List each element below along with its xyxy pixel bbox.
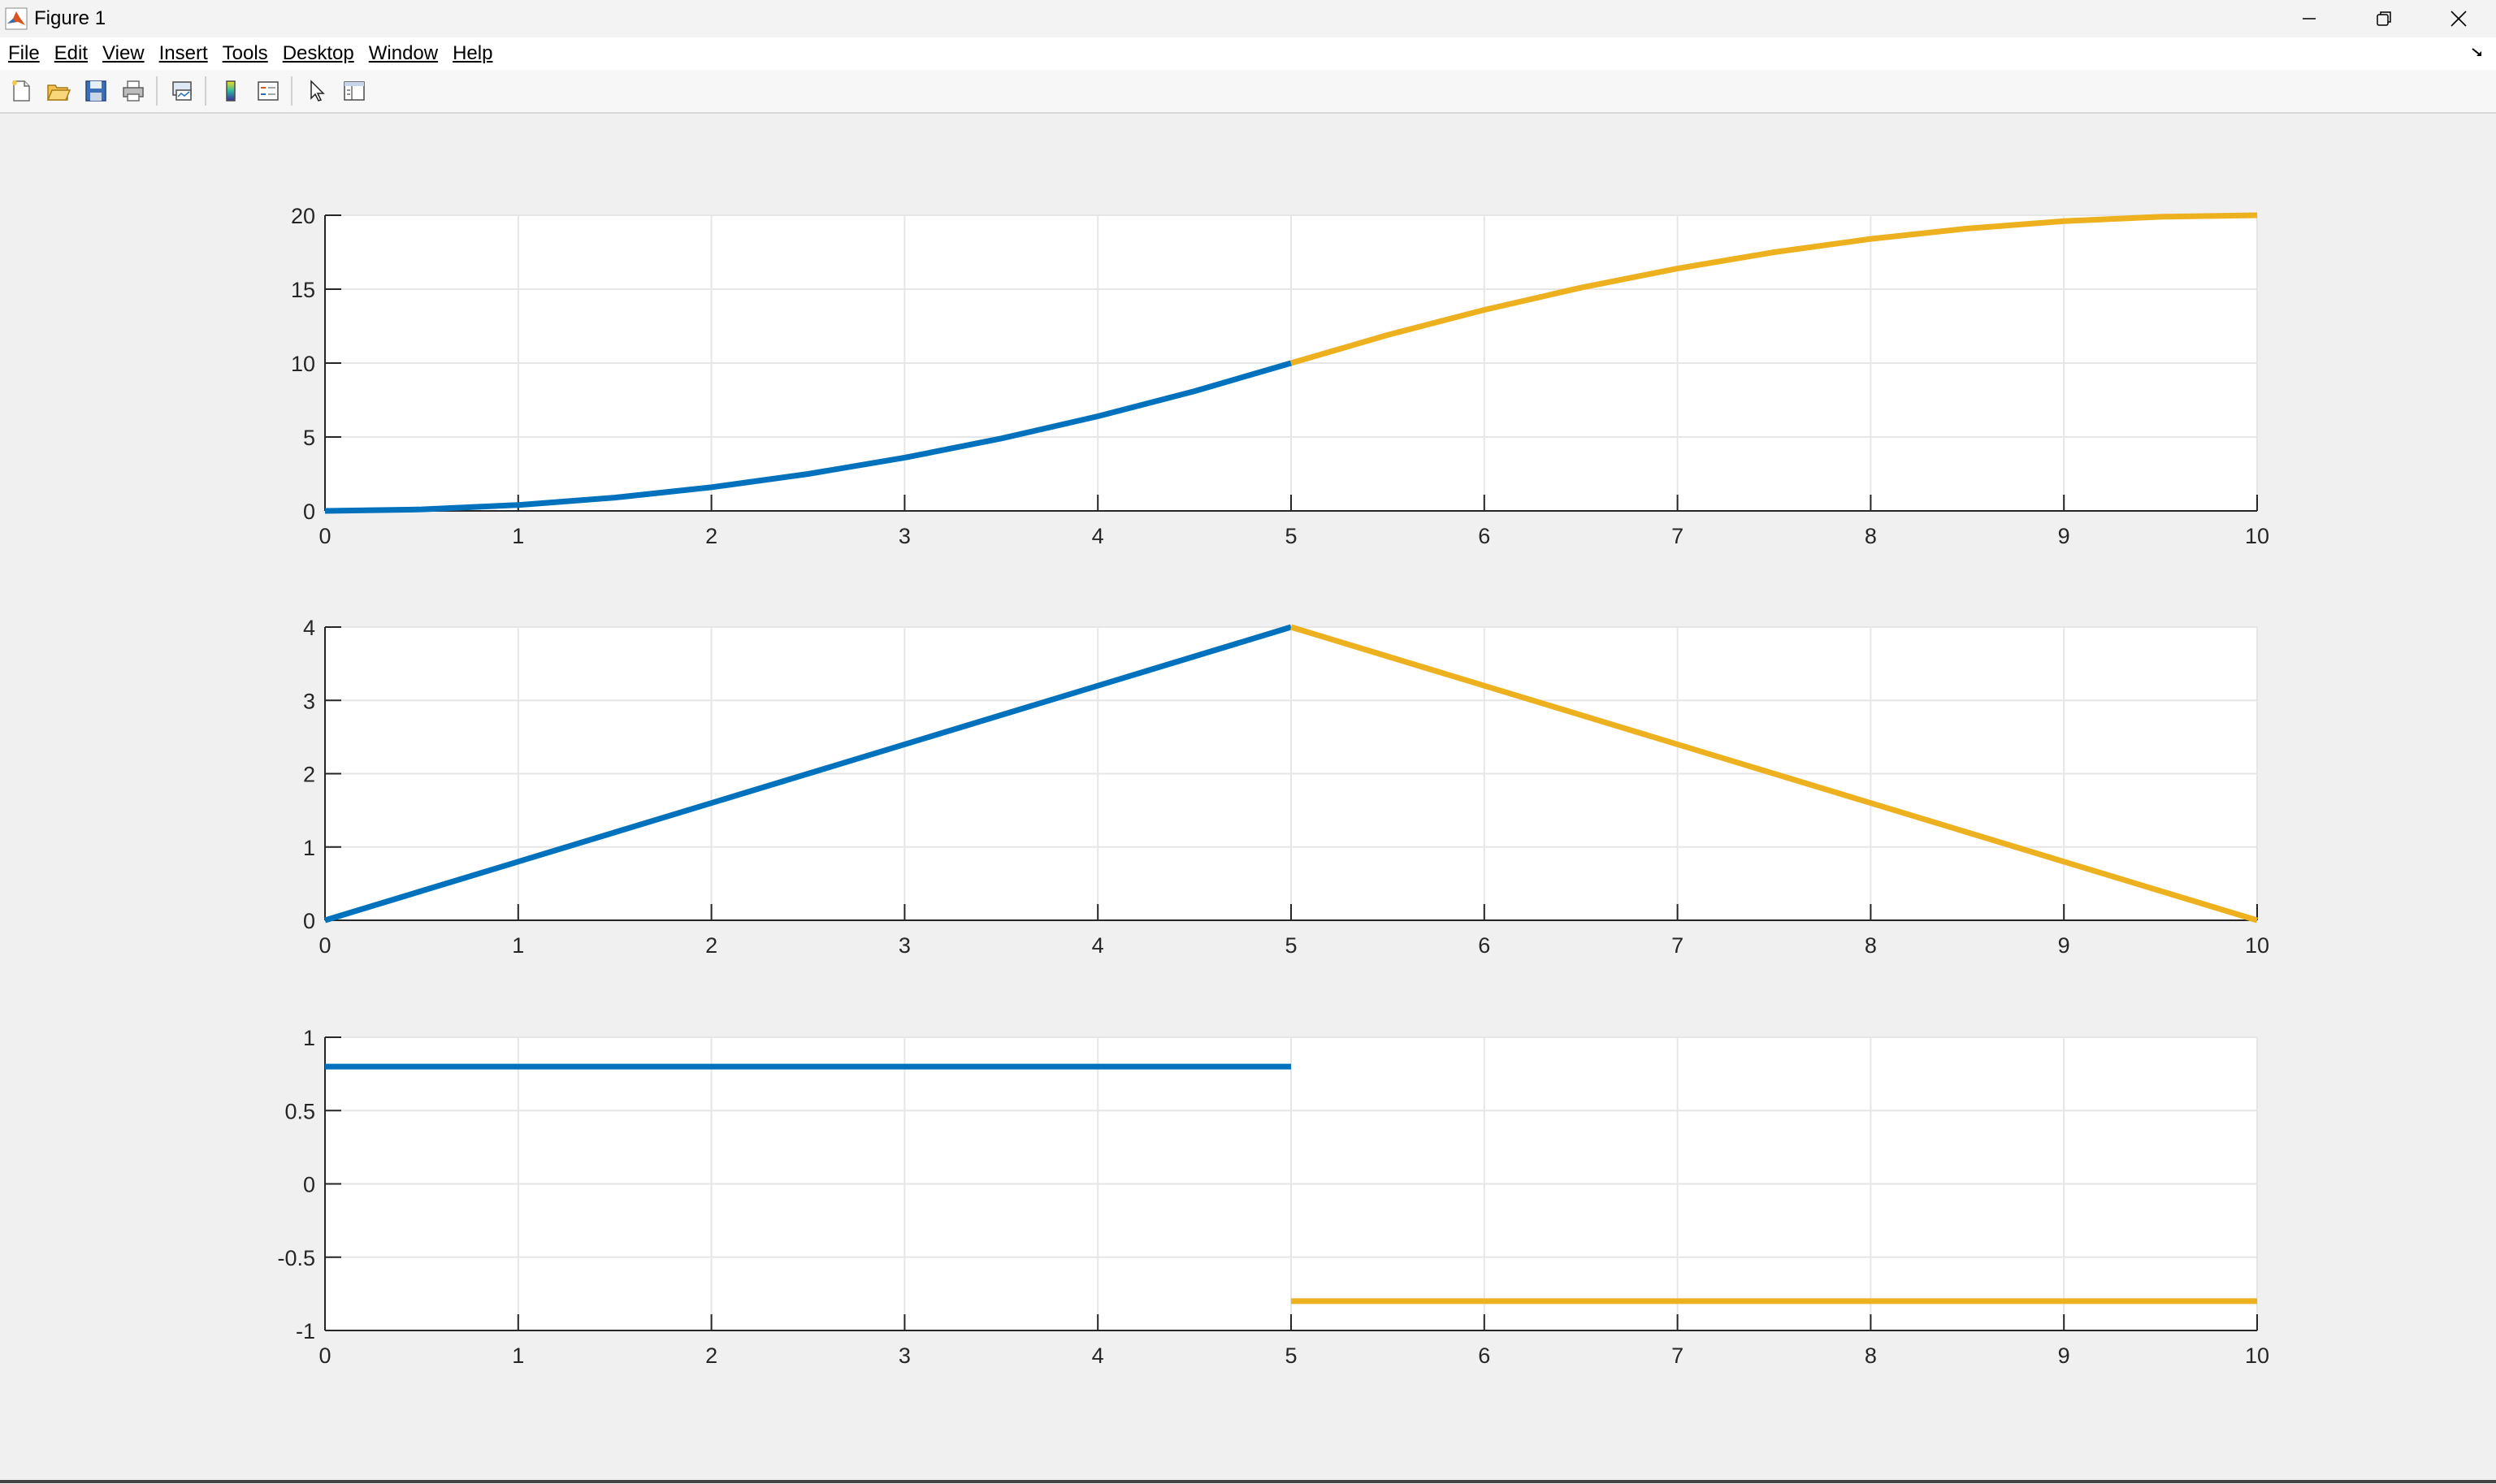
minimize-icon — [2303, 18, 2316, 19]
x-tick-label: 1 — [512, 1343, 524, 1368]
x-tick-label: 1 — [512, 933, 524, 958]
save-button[interactable] — [80, 75, 112, 107]
edit-plot-icon — [310, 80, 325, 102]
new-figure-icon — [12, 80, 30, 102]
y-tick-label: -1 — [296, 1319, 315, 1343]
menu-file[interactable]: File — [8, 42, 40, 64]
new-figure-button[interactable] — [5, 75, 37, 107]
x-tick-label: 7 — [1671, 933, 1684, 958]
menu-insert[interactable]: Insert — [158, 42, 208, 64]
x-tick-label: 2 — [705, 1343, 717, 1368]
x-tick-label: 3 — [899, 524, 911, 548]
y-tick-label: 4 — [303, 616, 315, 640]
x-tick-label: 0 — [318, 1343, 331, 1368]
series-1-line — [324, 360, 1292, 514]
x-tick-label: 9 — [2058, 933, 2070, 958]
y-tick-label: 10 — [291, 352, 315, 376]
y-tick-label: -0.5 — [277, 1246, 315, 1270]
close-icon — [2450, 11, 2467, 27]
link-figure-button[interactable] — [166, 75, 198, 107]
toolbar-separator — [156, 76, 158, 106]
restore-icon — [2377, 11, 2391, 26]
figure-canvas[interactable]: 0 1 2 3 4 5 6 7 8 9 10 0 5 10 15 20 0 1 2 3 4 5 6 7 8 9 10 0 1 2 3 4 0 1 2… — [0, 114, 2496, 1480]
x-tick-label: 7 — [1671, 1343, 1684, 1368]
y-tick-label: 0 — [303, 909, 315, 933]
x-tick-label: 2 — [705, 933, 717, 958]
series-2-line — [1289, 624, 2259, 924]
edit-plot-button[interactable] — [301, 75, 333, 107]
window-controls — [2272, 0, 2496, 37]
y-tick-label: 15 — [291, 278, 315, 302]
y-tick-label: 2 — [303, 763, 315, 787]
menu-help[interactable]: Help — [453, 42, 493, 64]
insert-legend-icon — [258, 81, 279, 101]
x-tick-label: 10 — [2245, 524, 2269, 548]
y-tick-label: 1 — [303, 1026, 315, 1050]
menu-window[interactable]: Window — [368, 42, 439, 64]
link-figure-icon — [172, 81, 192, 101]
x-tick-label: 9 — [2058, 524, 2070, 548]
toolbar-separator — [291, 76, 292, 106]
series-1-line — [323, 624, 1293, 924]
x-tick-label: 6 — [1478, 524, 1490, 548]
y-tick-label: 3 — [303, 689, 315, 713]
y-tick-label: 0 — [303, 1173, 315, 1197]
window-bottom-edge — [0, 1480, 2496, 1483]
x-tick-label: 6 — [1478, 933, 1490, 958]
x-tick-label: 5 — [1285, 524, 1297, 548]
x-tick-label: 6 — [1478, 1343, 1490, 1368]
figure-toolbar — [0, 70, 2496, 114]
x-tick-label: 4 — [1092, 933, 1104, 958]
insert-colorbar-icon — [226, 80, 236, 102]
x-tick-label: 7 — [1671, 524, 1684, 548]
x-tick-label: 4 — [1092, 1343, 1104, 1368]
y-tick-label: 0 — [303, 500, 315, 524]
y-tick-label: 0.5 — [284, 1099, 315, 1123]
x-tick-label: 8 — [1865, 524, 1877, 548]
x-tick-label: 0 — [318, 524, 331, 548]
minimize-button[interactable] — [2272, 0, 2346, 37]
menu-edit[interactable]: Edit — [54, 42, 89, 64]
menu-tools[interactable]: Tools — [222, 42, 268, 64]
toolbar-separator — [205, 76, 206, 106]
open-file-icon — [46, 84, 71, 101]
x-tick-label: 8 — [1865, 933, 1877, 958]
insert-legend-button[interactable] — [252, 75, 284, 107]
y-tick-label: 1 — [303, 836, 315, 860]
x-tick-label: 10 — [2245, 1343, 2269, 1368]
dock-arrow-icon[interactable] — [2470, 45, 2485, 60]
property-inspector-icon — [344, 81, 365, 101]
insert-colorbar-button[interactable] — [214, 75, 247, 107]
menu-bar: File Edit View Insert Tools Desktop Wind… — [0, 37, 2496, 70]
save-icon — [85, 80, 106, 102]
matlab-logo-icon — [5, 7, 28, 30]
x-tick-label: 9 — [2058, 1343, 2070, 1368]
x-tick-label: 3 — [899, 933, 911, 958]
x-tick-label: 3 — [899, 1343, 911, 1368]
print-button[interactable] — [117, 75, 150, 107]
restore-button[interactable] — [2346, 0, 2421, 37]
open-file-button[interactable] — [42, 75, 75, 107]
close-button[interactable] — [2421, 0, 2496, 37]
property-inspector-button[interactable] — [338, 75, 370, 107]
x-tick-label: 0 — [318, 933, 331, 958]
x-tick-label: 2 — [705, 524, 717, 548]
print-icon — [123, 80, 144, 102]
x-tick-label: 10 — [2245, 933, 2269, 958]
y-tick-label: 5 — [303, 426, 315, 450]
menu-desktop[interactable]: Desktop — [282, 42, 354, 64]
title-bar: Figure 1 — [0, 0, 2496, 37]
x-tick-label: 5 — [1285, 1343, 1297, 1368]
menu-view[interactable]: View — [102, 42, 145, 64]
series-2-line — [1290, 212, 2258, 366]
x-tick-label: 8 — [1865, 1343, 1877, 1368]
x-tick-label: 4 — [1092, 524, 1104, 548]
y-tick-label: 20 — [291, 204, 315, 228]
window-title: Figure 1 — [34, 7, 106, 29]
x-tick-label: 1 — [512, 524, 524, 548]
x-tick-label: 5 — [1285, 933, 1297, 958]
